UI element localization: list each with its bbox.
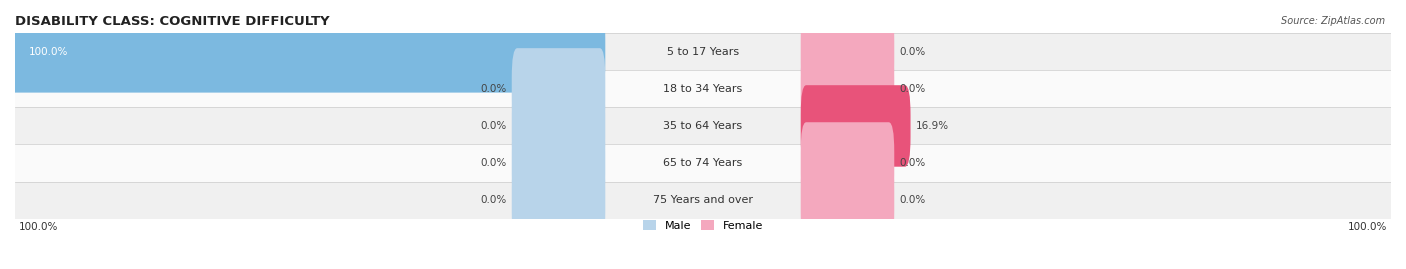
FancyBboxPatch shape xyxy=(800,85,911,167)
Text: 0.0%: 0.0% xyxy=(898,84,925,94)
Text: 100.0%: 100.0% xyxy=(1348,222,1388,232)
Text: 0.0%: 0.0% xyxy=(481,84,508,94)
Text: 18 to 34 Years: 18 to 34 Years xyxy=(664,84,742,94)
Bar xyxy=(15,70,1391,107)
FancyBboxPatch shape xyxy=(800,122,894,204)
Text: 65 to 74 Years: 65 to 74 Years xyxy=(664,158,742,168)
FancyBboxPatch shape xyxy=(512,159,606,241)
Text: 100.0%: 100.0% xyxy=(18,222,58,232)
Text: 5 to 17 Years: 5 to 17 Years xyxy=(666,47,740,57)
Text: Source: ZipAtlas.com: Source: ZipAtlas.com xyxy=(1281,16,1385,26)
Text: 0.0%: 0.0% xyxy=(898,158,925,168)
Bar xyxy=(15,33,1391,70)
FancyBboxPatch shape xyxy=(800,159,894,241)
Bar xyxy=(15,144,1391,182)
Bar xyxy=(15,107,1391,144)
Text: 0.0%: 0.0% xyxy=(481,121,508,131)
FancyBboxPatch shape xyxy=(800,11,894,93)
Text: 35 to 64 Years: 35 to 64 Years xyxy=(664,121,742,131)
Legend: Male, Female: Male, Female xyxy=(638,216,768,235)
FancyBboxPatch shape xyxy=(512,48,606,130)
Text: 0.0%: 0.0% xyxy=(898,195,925,205)
FancyBboxPatch shape xyxy=(512,122,606,204)
Text: 0.0%: 0.0% xyxy=(481,158,508,168)
FancyBboxPatch shape xyxy=(800,48,894,130)
Text: 75 Years and over: 75 Years and over xyxy=(652,195,754,205)
Bar xyxy=(15,182,1391,218)
FancyBboxPatch shape xyxy=(512,85,606,167)
Text: 0.0%: 0.0% xyxy=(898,47,925,57)
Text: 0.0%: 0.0% xyxy=(481,195,508,205)
Text: 16.9%: 16.9% xyxy=(915,121,949,131)
FancyBboxPatch shape xyxy=(10,11,606,93)
Text: 100.0%: 100.0% xyxy=(28,47,67,57)
Text: DISABILITY CLASS: COGNITIVE DIFFICULTY: DISABILITY CLASS: COGNITIVE DIFFICULTY xyxy=(15,15,329,28)
